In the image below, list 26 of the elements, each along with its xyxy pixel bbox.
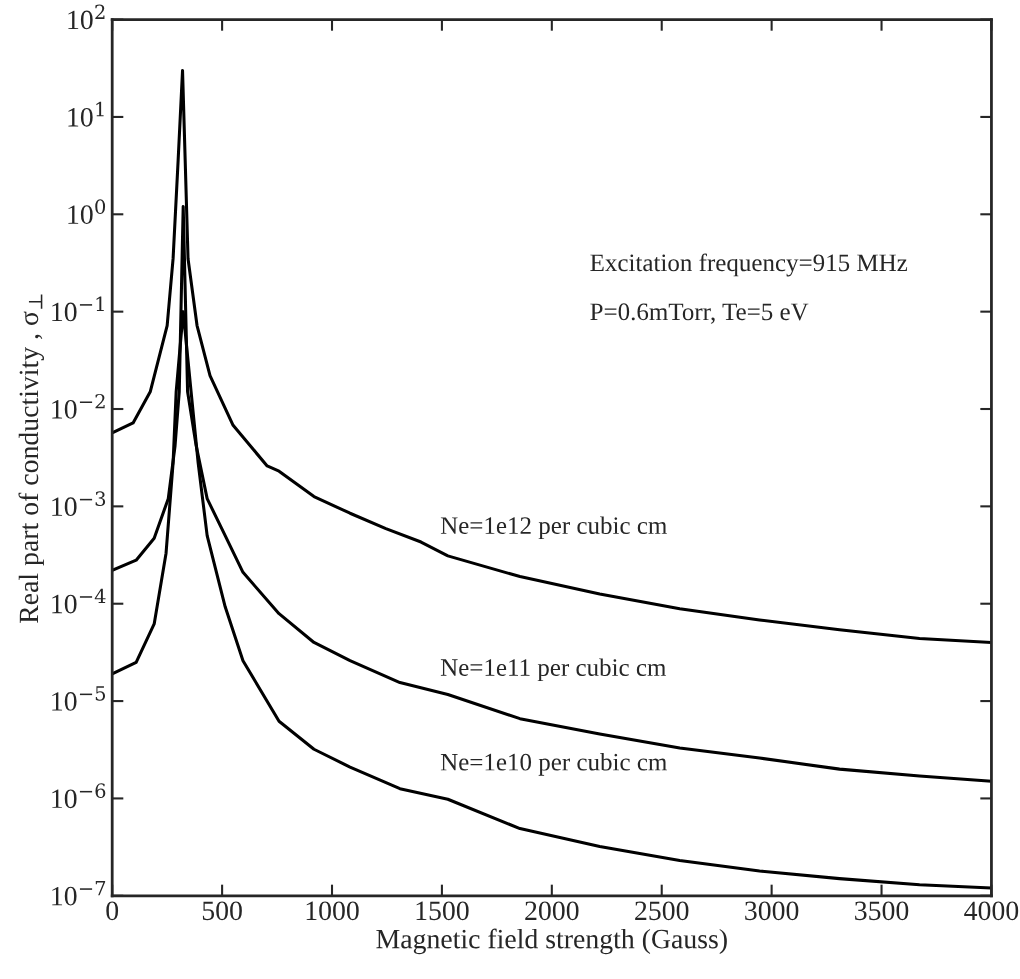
x-tick-label: 500	[202, 901, 242, 921]
y-tick-label: 10$^{−1}$	[52, 296, 104, 322]
y-tick-label: 10$^{0}$	[68, 199, 106, 225]
x-tick-label: 2000	[525, 901, 579, 921]
annotation: Ne=1e10 per cubic cm	[440, 753, 667, 776]
y-tick-label: 10$^{−3}$	[52, 491, 106, 517]
x-tick-label: 2500	[635, 901, 689, 921]
annotation: P=0.6mTorr, Te=5 eV	[590, 303, 809, 324]
y-tick-label: 10$^{1}$	[68, 101, 104, 127]
y-tick-label: 10$^{−4}$	[52, 588, 106, 614]
x-tick-label: 3500	[855, 901, 909, 921]
y-tick-label: 10$^{2}$	[68, 4, 105, 30]
annotation: Excitation frequency=915 MHz	[590, 253, 908, 277]
x-tick-label: 1000	[306, 901, 359, 921]
x-tick-label: 0	[106, 901, 119, 921]
y-tick-label: 10$^{−6}$	[52, 783, 106, 809]
y-tick-label: 10$^{−5}$	[52, 686, 106, 711]
y-axis-title: Real part of conductivity , σ$_{⊥}$	[18, 294, 44, 623]
annotation: Ne=1e11 per cubic cm	[440, 658, 667, 682]
x-tick-label: 4000	[964, 901, 1019, 921]
x-tick-label: 3000	[745, 901, 799, 921]
x-axis-title: Magnetic field strength (Gauss)	[376, 928, 727, 955]
x-tick-label: 1500	[416, 901, 469, 921]
y-tick-label: 10$^{−7}$	[52, 880, 106, 906]
y-tick-label: 10$^{−2}$	[52, 393, 105, 419]
annotation: Ne=1e12 per cubic cm	[440, 516, 667, 540]
